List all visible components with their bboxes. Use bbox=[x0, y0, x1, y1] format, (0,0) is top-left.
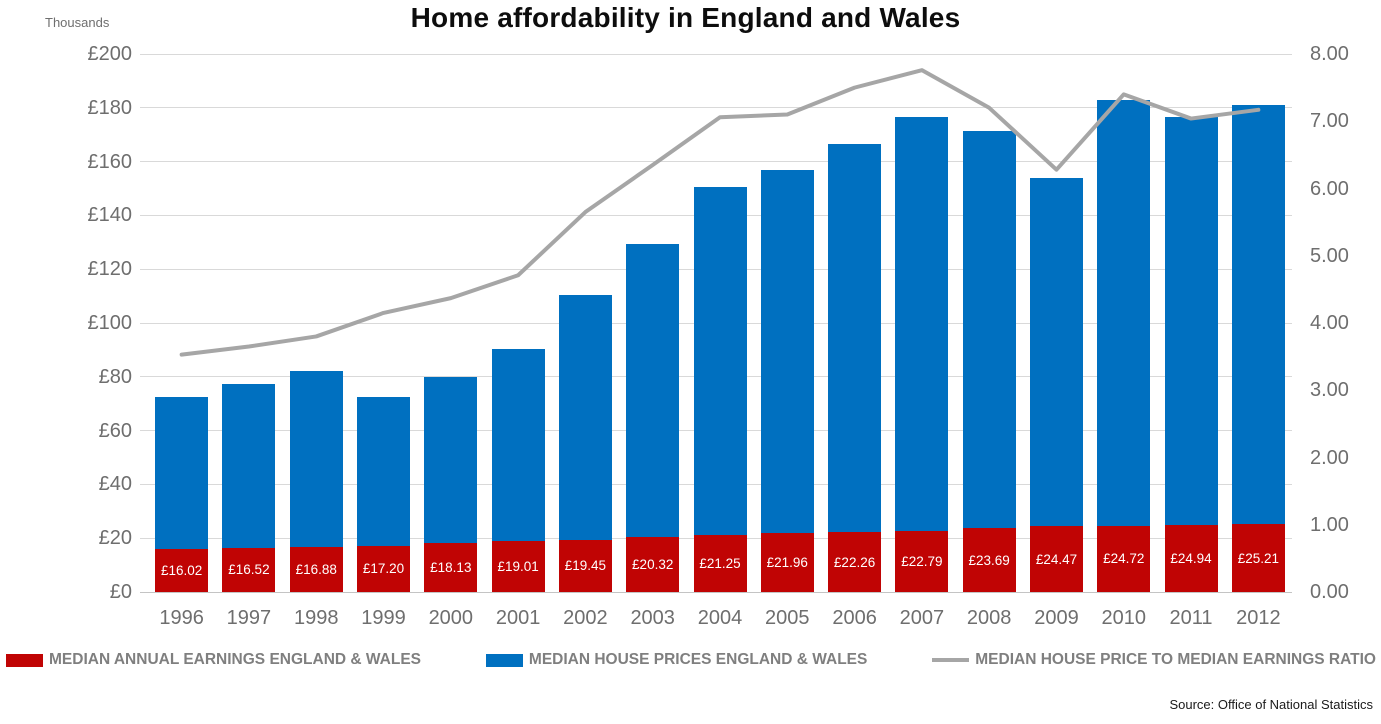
earnings-swatch-icon bbox=[6, 653, 43, 667]
x-axis-label: 1998 bbox=[293, 607, 339, 629]
right-axis-tick-label: 3.00 bbox=[1310, 379, 1349, 402]
legend-item-house-prices: MEDIAN HOUSE PRICES ENGLAND & WALES bbox=[485, 651, 868, 669]
left-axis-tick-label: £100 bbox=[87, 312, 133, 334]
right-axis-tick-label: 4.00 bbox=[1310, 312, 1349, 334]
x-axis-label: 2012 bbox=[1236, 607, 1281, 629]
x-axis-label: 2011 bbox=[1169, 607, 1213, 629]
x-axis-label: 2009 bbox=[1034, 607, 1079, 629]
bar-value-label: £16.02 bbox=[160, 562, 203, 578]
bar-earnings bbox=[626, 537, 680, 592]
right-axis-tick-label: 1.00 bbox=[1310, 513, 1349, 536]
bar-house-prices bbox=[828, 144, 882, 592]
x-axis-label: 2001 bbox=[495, 607, 541, 629]
bar-earnings bbox=[424, 543, 478, 592]
bar-earnings bbox=[357, 545, 411, 592]
bar-house-prices bbox=[1097, 99, 1151, 592]
bar-house-prices bbox=[1231, 105, 1285, 592]
bar-house-prices bbox=[962, 130, 1016, 592]
bar-earnings bbox=[222, 547, 276, 592]
legend-label-ratio: MEDIAN HOUSE PRICE TO MEDIAN EARNINGS RA… bbox=[975, 651, 1376, 668]
x-axis-label: 1997 bbox=[226, 607, 272, 629]
bar-value-label: £21.96 bbox=[766, 554, 808, 570]
bar-earnings bbox=[828, 532, 882, 592]
x-axis-line bbox=[140, 591, 1292, 593]
bar-house-prices bbox=[760, 169, 814, 592]
left-axis-tick-label: £160 bbox=[87, 150, 133, 173]
bar-earnings bbox=[895, 530, 949, 592]
bar-value-label: £21.25 bbox=[699, 555, 741, 571]
house-prices-swatch-icon bbox=[485, 653, 523, 667]
x-axis-label: 2000 bbox=[428, 607, 474, 629]
x-axis-label: 2002 bbox=[563, 607, 608, 629]
bar-value-label: £24.47 bbox=[1035, 551, 1078, 567]
legend-item-ratio: MEDIAN HOUSE PRICE TO MEDIAN EARNINGS RA… bbox=[932, 651, 1376, 669]
left-axis-tick-label: £140 bbox=[87, 204, 133, 227]
bar-value-label: £22.79 bbox=[901, 553, 943, 569]
bar-value-label: £19.01 bbox=[497, 558, 539, 574]
left-axis-tick-label: £180 bbox=[87, 96, 133, 119]
bar-value-label: £22.26 bbox=[833, 554, 876, 570]
bar-earnings bbox=[693, 534, 747, 592]
bar-value-label: £25.21 bbox=[1237, 550, 1279, 566]
bar-value-label: £20.32 bbox=[632, 557, 674, 573]
legend: MEDIAN ANNUAL EARNINGS ENGLAND & WALES M… bbox=[6, 649, 1376, 671]
right-axis-tick-label: 6.00 bbox=[1310, 177, 1349, 200]
chart-title: Home affordability in England and Wales bbox=[410, 2, 961, 33]
legend-label-earnings: MEDIAN ANNUAL EARNINGS ENGLAND & WALES bbox=[49, 651, 422, 668]
bar-house-prices bbox=[895, 117, 949, 592]
left-axis-tick-label: £20 bbox=[98, 527, 132, 550]
bar-earnings bbox=[155, 548, 209, 592]
x-axis-label: 2008 bbox=[966, 607, 1012, 629]
bar-value-label: £18.13 bbox=[430, 560, 472, 576]
bar-earnings bbox=[1231, 524, 1285, 592]
bar-earnings bbox=[558, 539, 612, 592]
bar-earnings bbox=[1029, 526, 1083, 592]
left-axis-tick-label: £120 bbox=[87, 258, 133, 281]
legend-item-earnings: MEDIAN ANNUAL EARNINGS ENGLAND & WALES bbox=[6, 651, 421, 669]
bar-earnings bbox=[962, 528, 1016, 592]
bar-house-prices bbox=[693, 187, 747, 592]
left-axis-tick-label: £200 bbox=[87, 43, 133, 65]
bar-earnings bbox=[289, 546, 343, 592]
bar-house-prices bbox=[1164, 117, 1218, 592]
bar-value-label: £23.69 bbox=[968, 552, 1010, 568]
right-axis-tick-label: 2.00 bbox=[1310, 446, 1349, 469]
bar-earnings bbox=[760, 532, 814, 592]
legend-label-house-prices: MEDIAN HOUSE PRICES ENGLAND & WALES bbox=[528, 651, 868, 668]
bar-earnings bbox=[1164, 524, 1218, 592]
left-axis-tick-label: £0 bbox=[109, 581, 132, 603]
left-axis-tick-label: £60 bbox=[98, 419, 132, 442]
x-axis-label: 2007 bbox=[899, 607, 945, 629]
grid-line bbox=[140, 53, 1292, 55]
x-axis-label: 2010 bbox=[1101, 607, 1147, 629]
right-axis-tick-label: 7.00 bbox=[1310, 110, 1349, 133]
right-axis-tick-label: 8.00 bbox=[1310, 43, 1349, 65]
x-axis-label: 2003 bbox=[630, 607, 675, 629]
right-axis-tick-label: 0.00 bbox=[1310, 581, 1349, 603]
left-axis-tick-label: £80 bbox=[98, 365, 132, 388]
x-axis-label: 2005 bbox=[765, 607, 810, 629]
bar-value-label: £24.94 bbox=[1170, 550, 1212, 566]
x-axis-label: 1999 bbox=[361, 607, 406, 629]
right-axis-tick-label: 5.00 bbox=[1310, 244, 1349, 267]
x-axis-label: 2004 bbox=[697, 607, 743, 629]
x-axis-label: 1996 bbox=[159, 607, 204, 629]
x-axis-label: 2006 bbox=[832, 607, 877, 629]
bar-value-label: £24.72 bbox=[1103, 551, 1145, 567]
bar-value-label: £16.88 bbox=[295, 561, 337, 577]
bar-value-label: £17.20 bbox=[362, 561, 405, 577]
bar-value-label: £16.52 bbox=[228, 562, 270, 578]
bar-value-label: £19.45 bbox=[564, 558, 607, 574]
left-axis-tick-label: £40 bbox=[98, 473, 132, 496]
ratio-line-swatch-icon bbox=[932, 658, 970, 662]
bar-earnings bbox=[1097, 525, 1151, 592]
left-axis-units-label: Thousands bbox=[45, 15, 110, 30]
source-note: Source: Office of National Statistics bbox=[1169, 697, 1373, 712]
bar-earnings bbox=[491, 540, 545, 592]
